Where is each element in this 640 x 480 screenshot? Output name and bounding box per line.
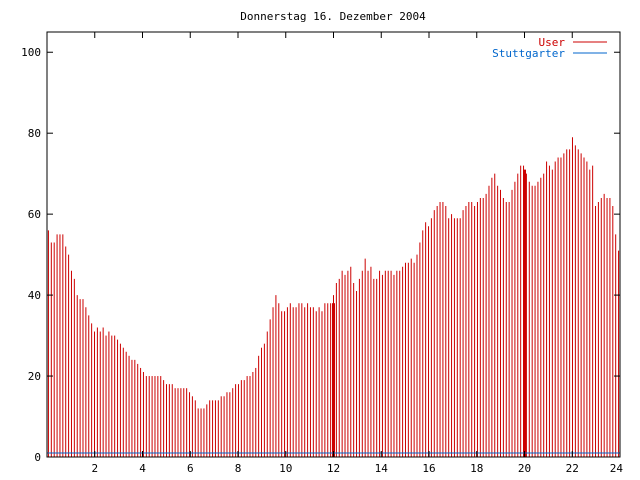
y-tick-label: 100: [21, 46, 41, 59]
x-tick-label: 20: [518, 462, 531, 475]
x-tick-label: 4: [139, 462, 146, 475]
x-tick-label: 6: [187, 462, 194, 475]
x-tick-label: 8: [235, 462, 242, 475]
y-tick-label: 40: [28, 289, 41, 302]
y-tick-label: 20: [28, 370, 41, 383]
x-tick-label: 10: [279, 462, 292, 475]
highlight-bar: [332, 303, 335, 457]
x-tick-label: 16: [422, 462, 435, 475]
highlight-bars: [332, 169, 526, 457]
x-tick-label: 14: [375, 462, 389, 475]
legend-label-stuttgarter: Stuttgarter: [492, 47, 565, 60]
legend-label-user: User: [539, 36, 566, 49]
y-axis: 0 20 40 60 80 100: [21, 46, 620, 464]
y-tick-label: 0: [34, 451, 41, 464]
x-tick-label: 24: [610, 462, 624, 475]
bars-user: [47, 137, 620, 457]
x-tick-label: 22: [566, 462, 579, 475]
x-tick-label: 12: [327, 462, 340, 475]
y-tick-label: 60: [28, 208, 41, 221]
x-axis: 2 4 6 8 10 12 14 16 18 20 22 24: [91, 32, 623, 475]
legend: User Stuttgarter: [492, 36, 607, 60]
y-tick-label: 80: [28, 127, 41, 140]
x-tick-label: 18: [470, 462, 483, 475]
highlight-bar: [523, 169, 526, 457]
chart-title: Donnerstag 16. Dezember 2004: [240, 10, 426, 23]
x-tick-label: 2: [91, 462, 98, 475]
